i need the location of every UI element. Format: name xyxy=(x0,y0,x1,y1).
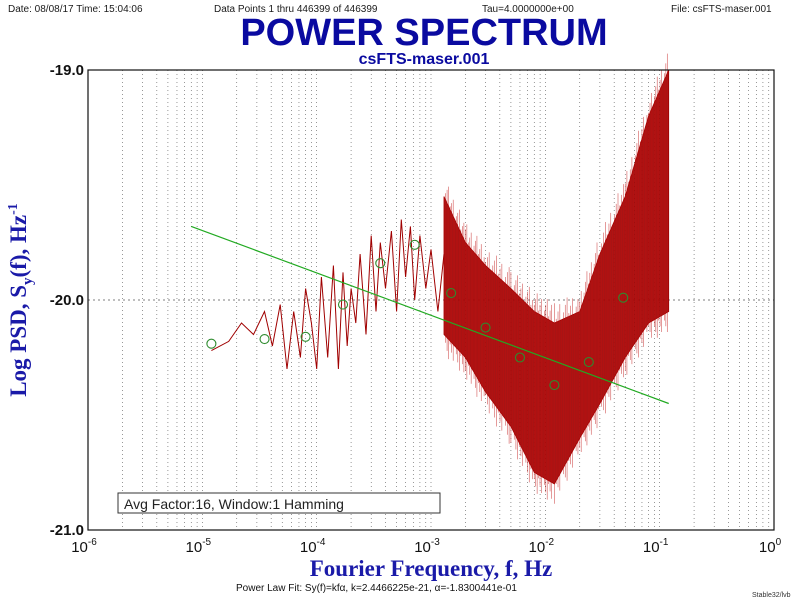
avg-marker xyxy=(618,292,629,303)
annotation-box xyxy=(117,492,441,514)
y-tick-label: -19.0 xyxy=(50,62,84,79)
header-file: File: csFTS-maser.001 xyxy=(671,4,772,15)
plot-frame xyxy=(87,69,775,531)
avg-markers-group xyxy=(206,239,629,391)
power-law-fit-text: Power Law Fit: Sy(f)=kfα, k=2.4466225e-2… xyxy=(236,583,517,594)
avg-marker xyxy=(337,299,349,310)
annotation-text: Avg Factor:16, Window:1 Hamming xyxy=(124,496,344,512)
x-tick-exponent: -4 xyxy=(317,537,326,548)
y-axis-label-superscript: -1 xyxy=(6,203,21,215)
avg-marker xyxy=(549,380,560,391)
x-tick-label: 10-5 xyxy=(186,537,212,556)
avg-marker xyxy=(300,331,311,342)
avg-marker xyxy=(480,322,491,333)
chart-subtitle: csFTS-maser.001 xyxy=(359,51,490,68)
x-tick-base: 10 xyxy=(300,539,317,556)
x-tick-base: 10 xyxy=(71,539,88,556)
x-tick-base: 10 xyxy=(186,539,203,556)
x-tick-label: 10-3 xyxy=(414,537,440,556)
x-tick-label: 10-2 xyxy=(529,537,555,556)
avg-marker xyxy=(409,239,420,250)
y-tick-label: -20.0 xyxy=(50,292,84,309)
psd-line xyxy=(211,219,445,370)
power-law-fit-line xyxy=(191,225,669,405)
x-axis-label: Fourier Frequency, f, Hz xyxy=(310,556,553,581)
y-tick-labels: -19.0 -20.0 -21.0 xyxy=(50,62,84,539)
x-tick-exponent: 0 xyxy=(776,537,782,548)
x-tick-base: 10 xyxy=(414,539,431,556)
avg-marker xyxy=(583,357,594,368)
credit-text: Stable32/lvb xyxy=(752,592,791,599)
avg-marker xyxy=(446,288,457,299)
avg-marker xyxy=(514,352,526,363)
y-axis-label-subscript: y xyxy=(20,277,36,285)
header-tau: Tau=4.0000000e+00 xyxy=(482,4,574,15)
x-tick-exponent: -5 xyxy=(202,537,211,548)
avg-marker xyxy=(206,338,217,349)
psd-line-group xyxy=(211,219,445,370)
x-tick-base: 10 xyxy=(643,539,660,556)
y-axis-label-main: Log PSD, S xyxy=(6,285,31,397)
x-tick-base: 10 xyxy=(529,539,546,556)
x-tick-label: 10-1 xyxy=(643,537,669,556)
avg-marker xyxy=(259,334,270,345)
x-tick-exponent: -1 xyxy=(660,537,669,548)
chart-title: POWER SPECTRUM xyxy=(240,12,607,54)
y-axis-label: Log PSD, Sy(f), Hz-1 xyxy=(6,203,36,397)
power-law-fit-group xyxy=(191,225,669,405)
x-tick-exponent: -3 xyxy=(431,537,440,548)
x-tick-labels: 10-6 10-5 10-4 10-3 10-2 10-1 100 xyxy=(71,537,781,556)
x-tick-base: 10 xyxy=(759,539,776,556)
header-date-time: Date: 08/08/17 Time: 15:04:06 xyxy=(8,4,143,15)
x-tick-label: 100 xyxy=(759,537,782,556)
y-axis-label-tail: (f), Hz xyxy=(6,215,31,278)
x-tick-label: 10-6 xyxy=(71,537,97,556)
header-data-points: Data Points 1 thru 446399 of 446399 xyxy=(214,4,378,15)
avg-marker xyxy=(375,258,386,269)
y-tick-label: -21.0 xyxy=(50,522,84,539)
x-tick-label: 10-4 xyxy=(300,537,326,556)
x-tick-exponent: -2 xyxy=(545,537,554,548)
x-tick-exponent: -6 xyxy=(88,537,97,548)
